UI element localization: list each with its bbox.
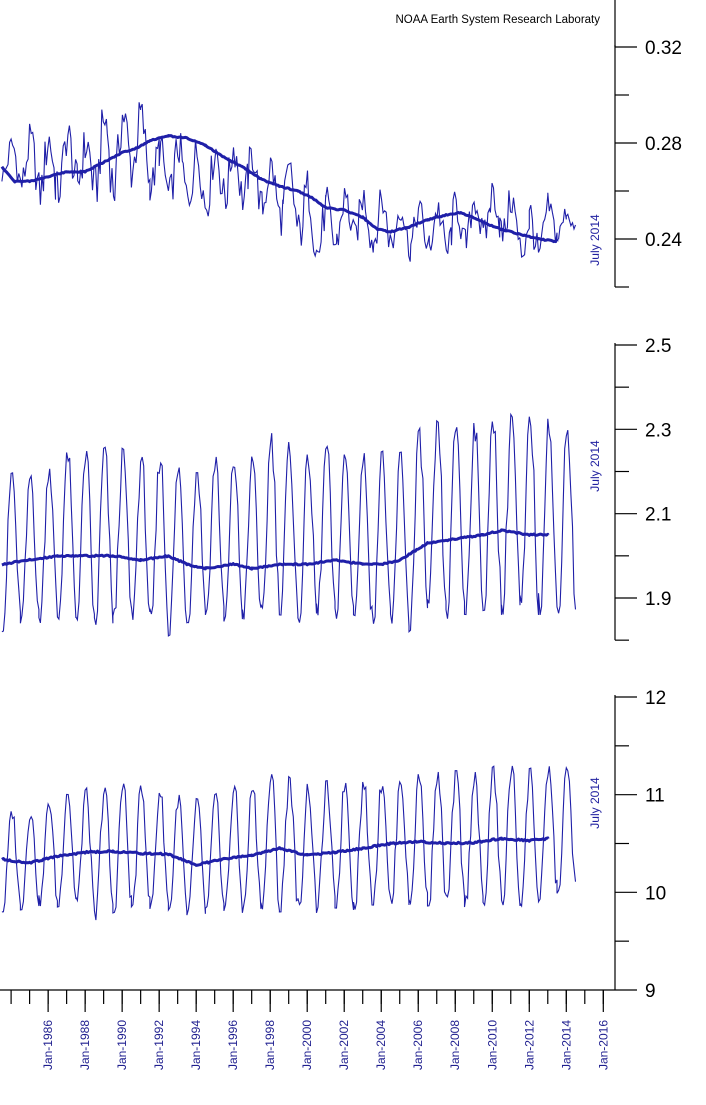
credit-text: NOAA Earth System Research Laboraty: [395, 14, 600, 26]
middle-date-note: July 2014: [588, 440, 602, 492]
x-tick-label: Jan-1986: [41, 1020, 55, 1070]
x-tick-label: Jan-1994: [189, 1020, 203, 1070]
bottom-y-tick-label: 11: [645, 786, 665, 807]
x-tick-label: Jan-2016: [596, 1020, 610, 1070]
x-tick-label: Jan-2014: [559, 1020, 573, 1070]
x-tick-label: Jan-1998: [263, 1020, 277, 1070]
middle-y-tick-label: 2.3: [645, 420, 671, 441]
middle-panel: 2.5 2.3 2.1 1.9 July 2014: [1, 336, 671, 641]
x-tick-label: Jan-2008: [448, 1020, 462, 1070]
x-tick-label: Jan-1996: [226, 1020, 240, 1070]
bottom-y-tick-label: 10: [645, 883, 666, 904]
top-y-tick-label: 0.24: [645, 230, 682, 251]
top-date-note: July 2014: [588, 214, 602, 266]
x-tick-label: Jan-1988: [78, 1020, 92, 1070]
x-tick-label: Jan-2006: [411, 1020, 425, 1070]
bottom-monthly-series-line: [1, 765, 577, 921]
bottom-trend-line: [1, 836, 550, 867]
x-axis: Jan-1986 Jan-1988 Jan-1990 Jan-1992 Jan-1994…: [0, 989, 615, 1070]
middle-y-tick-label: 1.9: [645, 589, 671, 610]
x-tick-label: Jan-2000: [300, 1020, 314, 1070]
middle-monthly-series-line: [1, 412, 577, 637]
middle-y-tick-label: 2.1: [645, 505, 671, 526]
top-panel: 0.32 0.28 0.24 July 2014: [0, 0, 682, 288]
middle-y-tick-label: 2.5: [645, 336, 671, 357]
top-trend-line: [0, 134, 559, 244]
top-y-tick-label: 0.28: [645, 134, 682, 155]
top-y-tick-label: 0.32: [645, 38, 682, 59]
middle-trend-line: [1, 528, 550, 571]
top-monthly-series-line: [1, 102, 577, 262]
x-tick-label: Jan-1990: [115, 1020, 129, 1070]
x-tick-label: Jan-2004: [374, 1020, 388, 1070]
bottom-y-tick-label: 12: [645, 688, 666, 709]
bottom-date-note: July 2014: [588, 777, 602, 829]
x-tick-label: Jan-2012: [522, 1020, 536, 1070]
x-tick-label: Jan-2002: [337, 1020, 351, 1070]
x-tick-label: Jan-1992: [152, 1020, 166, 1070]
chart-panels: 0.32 0.28 0.24 July 2014 2.5 2.3 2.1 1.9 July 20…: [0, 0, 682, 1002]
x-tick-label: Jan-2010: [485, 1020, 499, 1070]
bottom-panel: 12 11 10 9 July 2014: [1, 688, 666, 1002]
bottom-y-tick-label: 9: [645, 981, 656, 1002]
